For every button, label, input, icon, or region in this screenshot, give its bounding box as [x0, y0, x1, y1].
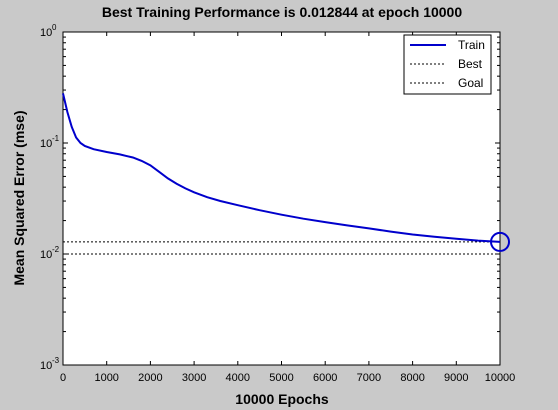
best-epoch-marker — [490, 231, 510, 252]
y-tick-exponent: -2 — [52, 245, 60, 254]
x-tick-label: 4000 — [226, 372, 250, 384]
y-tick-label: 10 — [40, 360, 52, 372]
x-tick-label: 5000 — [269, 372, 293, 384]
x-tick-label: 10000 — [485, 372, 516, 384]
x-tick-label: 9000 — [444, 372, 468, 384]
x-tick-label: 7000 — [357, 372, 381, 384]
legend-label-goal: Goal — [458, 76, 483, 90]
train-series-line — [62, 93, 501, 243]
x-axis-ticks: 0 1000 2000 3000 4000 5000 6000 7000 8000 9000 100… — [60, 32, 515, 384]
y-tick-exponent: -3 — [52, 356, 60, 365]
x-axis-label: 10000 Epochs — [235, 391, 329, 407]
reference-lines — [63, 32, 501, 365]
legend-label-train: Train — [458, 38, 485, 52]
y-tick-exponent: -1 — [52, 134, 60, 143]
y-axis-label: Mean Squared Error (mse) — [11, 110, 27, 285]
x-tick-label: 8000 — [400, 372, 424, 384]
legend: Train Best Goal — [403, 34, 492, 95]
series-layer — [62, 93, 510, 252]
x-tick-label: 2000 — [138, 372, 162, 384]
y-tick-exponent: 0 — [52, 23, 57, 32]
x-tick-label: 3000 — [182, 372, 206, 384]
legend-label-best: Best — [458, 57, 483, 71]
x-tick-label: 1000 — [94, 372, 118, 384]
y-tick-label: 10 — [40, 27, 52, 39]
chart-title: Best Training Performance is 0.012844 at… — [102, 4, 463, 20]
y-tick-label: 10 — [40, 138, 52, 150]
y-tick-label: 10 — [40, 249, 52, 261]
x-tick-label: 6000 — [313, 372, 337, 384]
x-tick-label: 0 — [60, 372, 66, 384]
